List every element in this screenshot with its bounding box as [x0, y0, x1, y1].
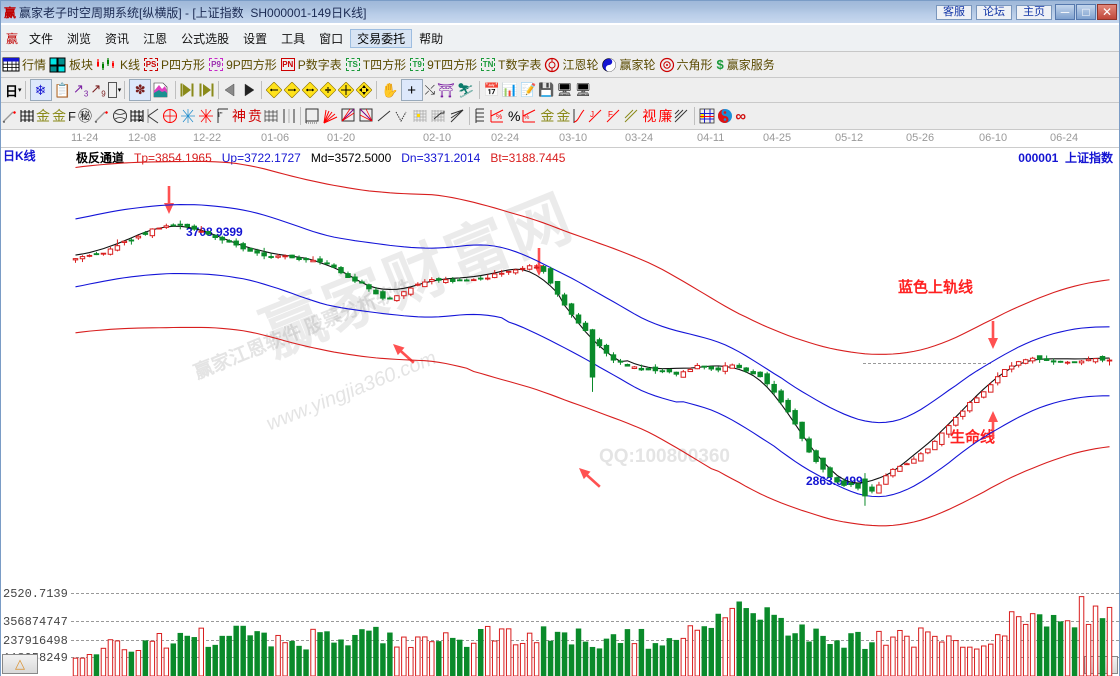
svg-text:I": I" — [218, 112, 223, 119]
svg-text:J: J — [590, 110, 594, 119]
svg-text:%: % — [496, 114, 502, 121]
svg-text:F: F — [608, 110, 613, 119]
svg-text:%: % — [524, 115, 530, 121]
